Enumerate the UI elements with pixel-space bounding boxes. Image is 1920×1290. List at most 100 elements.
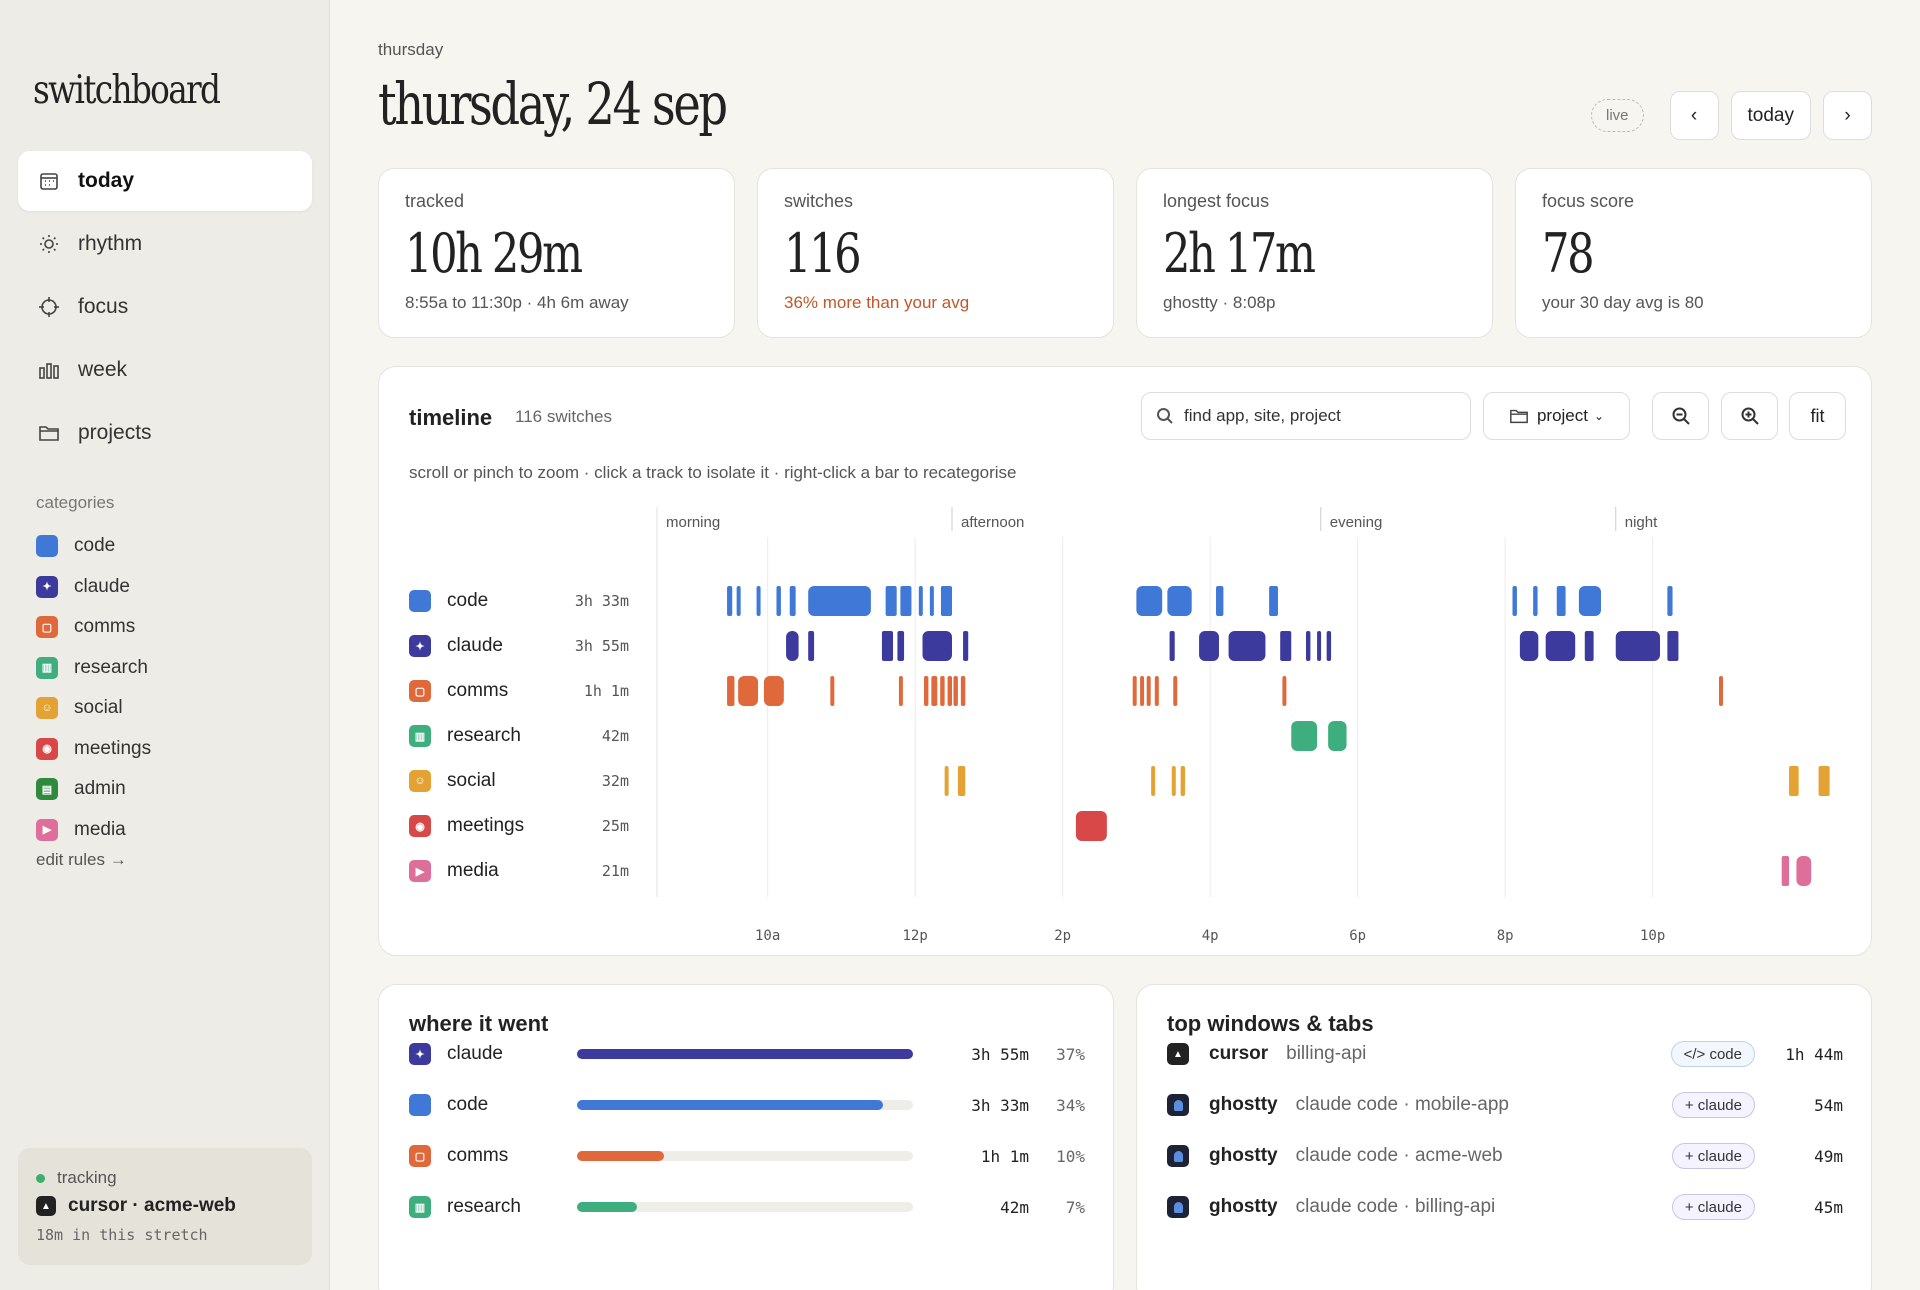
timeline-bar-claude[interactable] — [1280, 631, 1292, 661]
timeline-bar-social[interactable] — [1171, 766, 1176, 796]
timeline-bar-comms[interactable] — [1154, 676, 1159, 706]
timeline-bar-claude[interactable] — [881, 631, 893, 661]
timeline-bar-social[interactable] — [1789, 766, 1799, 796]
timeline-bar-media[interactable] — [1796, 856, 1812, 886]
timeline-bar-claude[interactable] — [1545, 631, 1576, 661]
timeline-bar-claude[interactable] — [808, 631, 815, 661]
timeline-bar-comms[interactable] — [1282, 676, 1287, 706]
today-button[interactable]: today — [1730, 91, 1811, 140]
track-research[interactable]: ▥ research 42m — [409, 721, 629, 751]
sidebar-item-focus[interactable]: focus — [18, 277, 312, 337]
timeline-bar-claude[interactable] — [963, 631, 969, 661]
timeline-bar-code[interactable] — [918, 586, 923, 616]
timeline-bar-comms[interactable] — [1132, 676, 1137, 706]
timeline-bar-code[interactable] — [789, 586, 796, 616]
timeline-bar-claude[interactable] — [1199, 631, 1219, 661]
search-input[interactable]: find app, site, project — [1141, 392, 1471, 440]
timeline-bar-comms[interactable] — [1146, 676, 1151, 706]
timeline-bar-claude[interactable] — [1615, 631, 1660, 661]
timeline-bar-code[interactable] — [929, 586, 934, 616]
timeline-bar-social[interactable] — [944, 766, 949, 796]
edit-rules-link[interactable]: edit rules → — [36, 850, 127, 869]
timeline-bar-code[interactable] — [1512, 586, 1517, 616]
timeline-bar-claude[interactable] — [1667, 631, 1679, 661]
timeline-bar-comms[interactable] — [830, 676, 835, 706]
category-chip[interactable]: + claude — [1671, 1092, 1755, 1118]
where-row-comms[interactable]: ▢ comms 1h 1m 10% — [409, 1141, 1085, 1171]
timeline-bar-social[interactable] — [1818, 766, 1830, 796]
timeline-bar-media[interactable] — [1781, 856, 1790, 886]
timeline-bar-social[interactable] — [1180, 766, 1186, 796]
timeline-bar-claude[interactable] — [1584, 631, 1594, 661]
timeline-bar-social[interactable] — [957, 766, 966, 796]
timeline-bar-code[interactable] — [1556, 586, 1566, 616]
track-social[interactable]: ☺ social 32m — [409, 766, 629, 796]
track-code[interactable]: code 3h 33m — [409, 586, 629, 616]
timeline-bar-comms[interactable] — [960, 676, 966, 706]
sidebar-item-projects[interactable]: projects — [18, 403, 312, 463]
timeline-bar-code[interactable] — [1667, 586, 1673, 616]
timeline-bar-research[interactable] — [1328, 721, 1347, 751]
timeline-bar-comms[interactable] — [763, 676, 784, 706]
timeline-bar-claude[interactable] — [1228, 631, 1266, 661]
sidebar-item-rhythm[interactable]: rhythm — [18, 214, 312, 274]
timeline-bar-code[interactable] — [727, 586, 733, 616]
timeline-bar-code[interactable] — [885, 586, 897, 616]
timeline-bar-code[interactable] — [1269, 586, 1278, 616]
timeline-bar-claude[interactable] — [1317, 631, 1322, 661]
timeline-bar-comms[interactable] — [727, 676, 735, 706]
timeline-bar-claude[interactable] — [1326, 631, 1332, 661]
timeline-bar-code[interactable] — [808, 586, 871, 616]
timeline-bar-social[interactable] — [1151, 766, 1156, 796]
where-row-code[interactable]: code 3h 33m 34% — [409, 1090, 1085, 1120]
timeline-bar-code[interactable] — [1578, 586, 1601, 616]
timeline-bar-comms[interactable] — [898, 676, 903, 706]
zoom-in-button[interactable] — [1721, 392, 1778, 440]
timeline-bar-code[interactable] — [736, 586, 741, 616]
sidebar-item-today[interactable]: today — [18, 151, 312, 211]
where-row-research[interactable]: ▥ research 42m 7% — [409, 1192, 1085, 1222]
top-window-row[interactable]: ghostty claude code · billing-api + claude… — [1167, 1192, 1843, 1222]
timeline-bar-code[interactable] — [1136, 586, 1163, 616]
category-claude[interactable]: ✦ claude — [36, 567, 151, 608]
category-chip[interactable]: + claude — [1671, 1194, 1755, 1220]
timeline-bar-code[interactable] — [1533, 586, 1538, 616]
timeline-bar-code[interactable] — [900, 586, 912, 616]
timeline-bar-claude[interactable] — [1169, 631, 1175, 661]
track-media[interactable]: ▶ media 21m — [409, 856, 629, 886]
timeline-bar-claude[interactable] — [786, 631, 799, 661]
category-code[interactable]: code — [36, 526, 151, 567]
timeline-bar-claude[interactable] — [1306, 631, 1311, 661]
group-by-dropdown[interactable]: project ⌄ — [1483, 392, 1630, 440]
category-admin[interactable]: ▤ admin — [36, 769, 151, 810]
category-media[interactable]: ▶ media — [36, 810, 151, 851]
timeline-bar-comms[interactable] — [931, 676, 938, 706]
prev-day-button[interactable]: ‹ — [1669, 91, 1719, 140]
track-meetings[interactable]: ◉ meetings 25m — [409, 811, 629, 841]
timeline-bar-code[interactable] — [776, 586, 781, 616]
timeline-bar-claude[interactable] — [897, 631, 905, 661]
fit-button[interactable]: fit — [1789, 392, 1846, 440]
timeline-bar-code[interactable] — [1216, 586, 1224, 616]
category-meetings[interactable]: ◉ meetings — [36, 729, 151, 770]
tracking-card[interactable]: tracking ▲ cursor · acme-web 18m in this … — [18, 1148, 312, 1265]
category-chip[interactable]: + claude — [1671, 1143, 1755, 1169]
category-research[interactable]: ▥ research — [36, 648, 151, 689]
category-chip[interactable]: </> code — [1670, 1041, 1755, 1067]
where-row-claude[interactable]: ✦ claude 3h 55m 37% — [409, 1039, 1085, 1069]
timeline-bar-comms[interactable] — [738, 676, 759, 706]
timeline-bar-comms[interactable] — [1173, 676, 1178, 706]
timeline-bar-comms[interactable] — [947, 676, 952, 706]
zoom-out-button[interactable] — [1652, 392, 1709, 440]
timeline-chart[interactable]: morning afternoon evening night 10a 12p 2p 4p 6p… — [645, 507, 1845, 947]
timeline-bar-comms[interactable] — [953, 676, 958, 706]
category-social[interactable]: ☺ social — [36, 688, 151, 729]
timeline-bar-code[interactable] — [940, 586, 952, 616]
sidebar-item-week[interactable]: week — [18, 340, 312, 400]
timeline-bar-comms[interactable] — [1719, 676, 1723, 706]
top-window-row[interactable]: ▲ cursor billing-api </> code 1h 44m — [1167, 1039, 1843, 1069]
top-window-row[interactable]: ghostty claude code · mobile-app + claude 5… — [1167, 1090, 1843, 1120]
timeline-bar-claude[interactable] — [1519, 631, 1539, 661]
timeline-bar-claude[interactable] — [922, 631, 953, 661]
track-comms[interactable]: ▢ comms 1h 1m — [409, 676, 629, 706]
